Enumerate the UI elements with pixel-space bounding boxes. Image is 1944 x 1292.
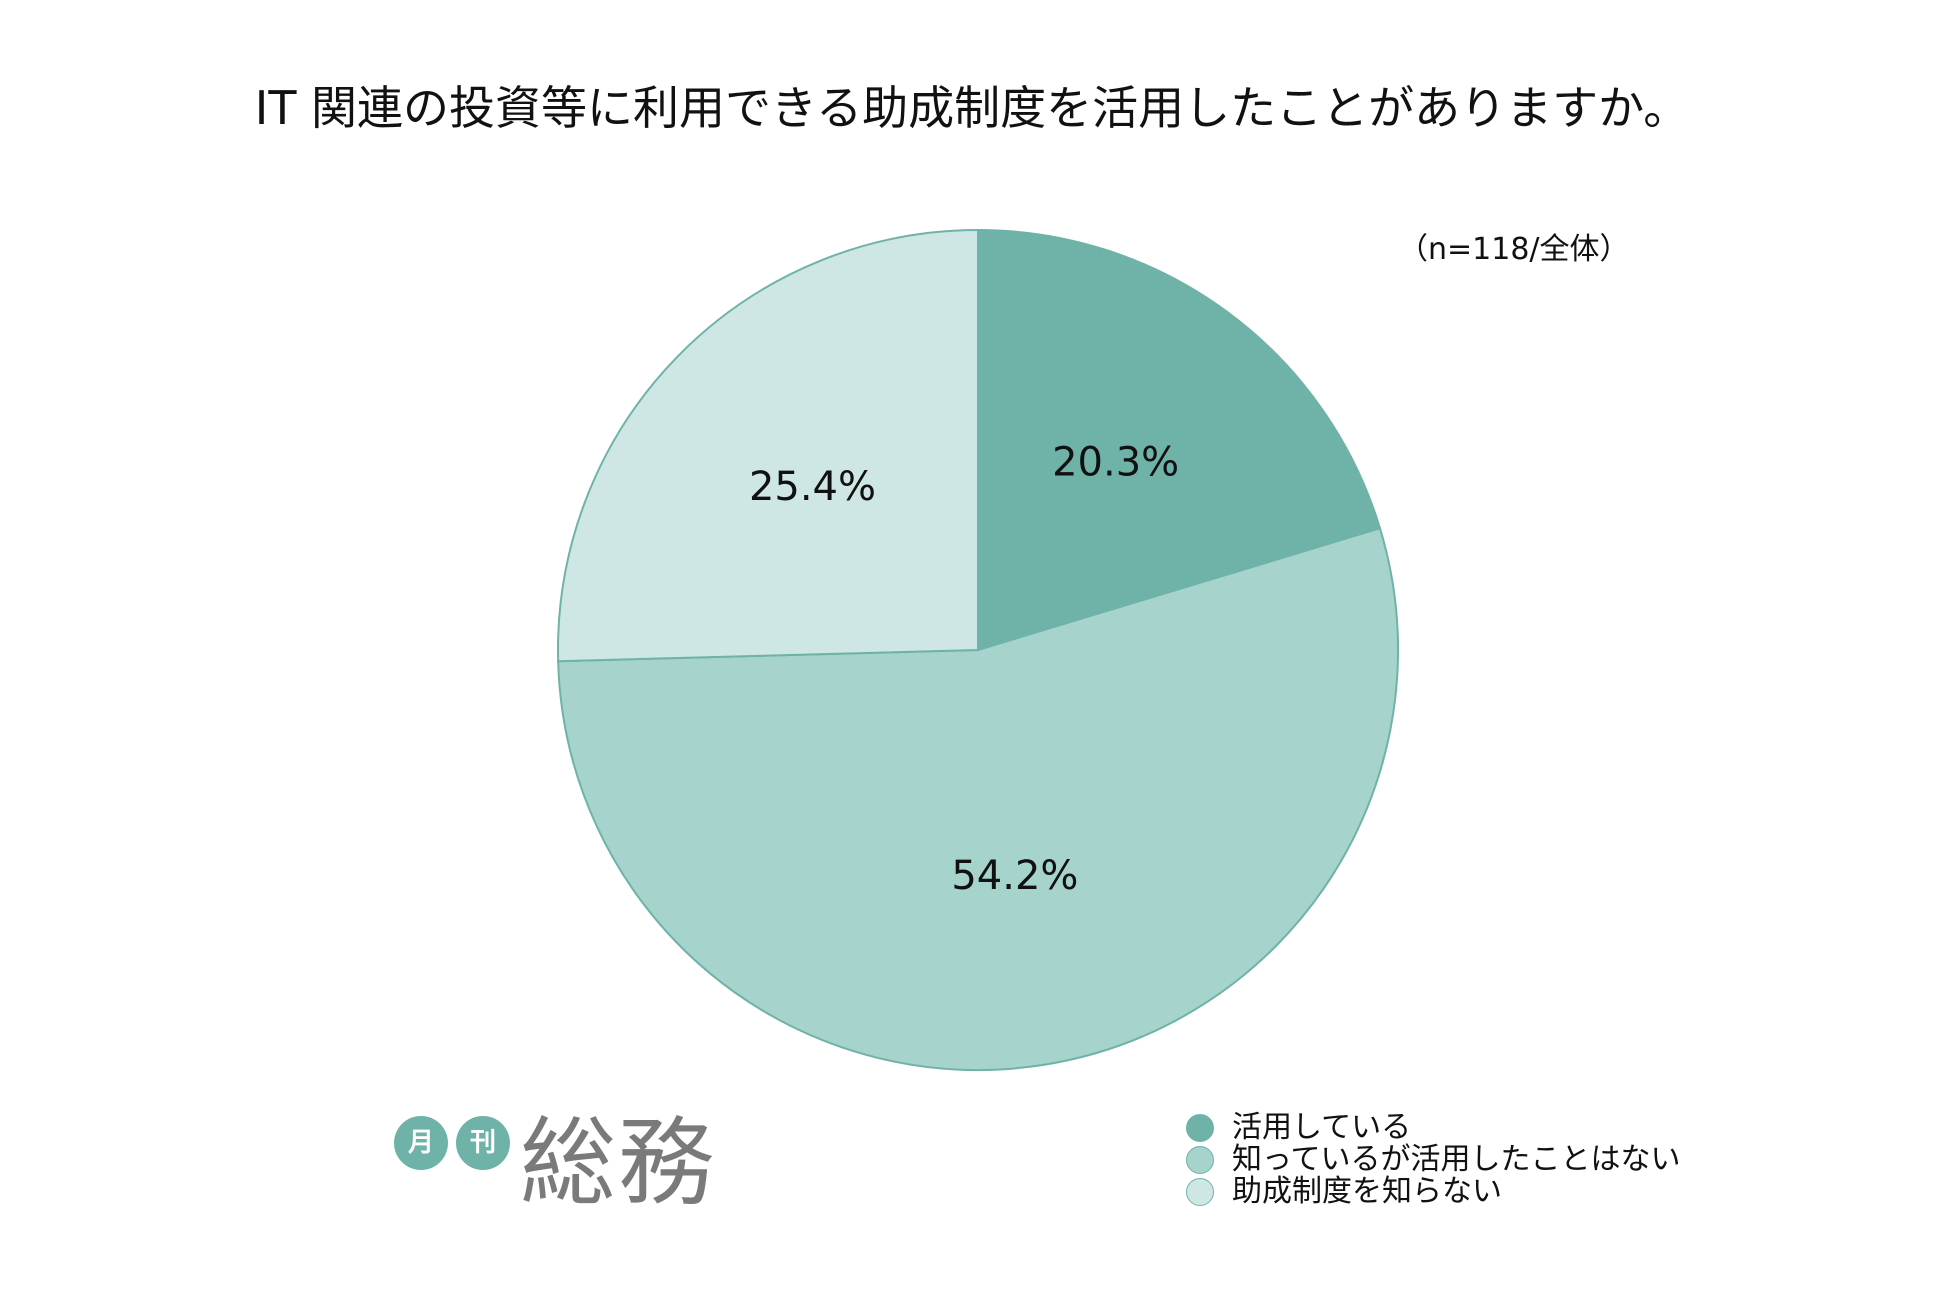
legend-label: 助成制度を知らない (1232, 1174, 1502, 1209)
logo-wordmark: 総務 (520, 1107, 716, 1219)
slice-label-unknown: 25.4% (749, 464, 876, 510)
slice-label-known-unused: 54.2% (951, 853, 1078, 899)
legend-item-unknown: 助成制度を知らない (1186, 1176, 1681, 1208)
slice-label-active: 20.3% (1052, 439, 1179, 485)
pie-slice-unknown (557, 228, 979, 663)
legend-item-active: 活用している (1186, 1112, 1681, 1144)
legend-swatch (1186, 1178, 1214, 1206)
pie-slice-active (977, 228, 1382, 652)
legend-label: 知っているが活用したことはない (1232, 1142, 1681, 1177)
logo-badge-tsuki: 月 (394, 1116, 448, 1170)
chart-title: IT 関連の投資等に利用できる助成制度を活用したことがありますか。 (254, 81, 1690, 135)
logo-badge-kan: 刊 (456, 1116, 510, 1170)
legend: 活用している 知っているが活用したことはない 助成制度を知らない (1186, 1112, 1681, 1208)
legend-swatch (1186, 1114, 1214, 1142)
legend-swatch (1186, 1146, 1214, 1174)
pie-slice-known-unused (557, 527, 1399, 1072)
legend-item-known-unused: 知っているが活用したことはない (1186, 1144, 1681, 1176)
sample-size-note: （n=118/全体） (1398, 232, 1630, 267)
legend-label: 活用している (1232, 1110, 1412, 1145)
